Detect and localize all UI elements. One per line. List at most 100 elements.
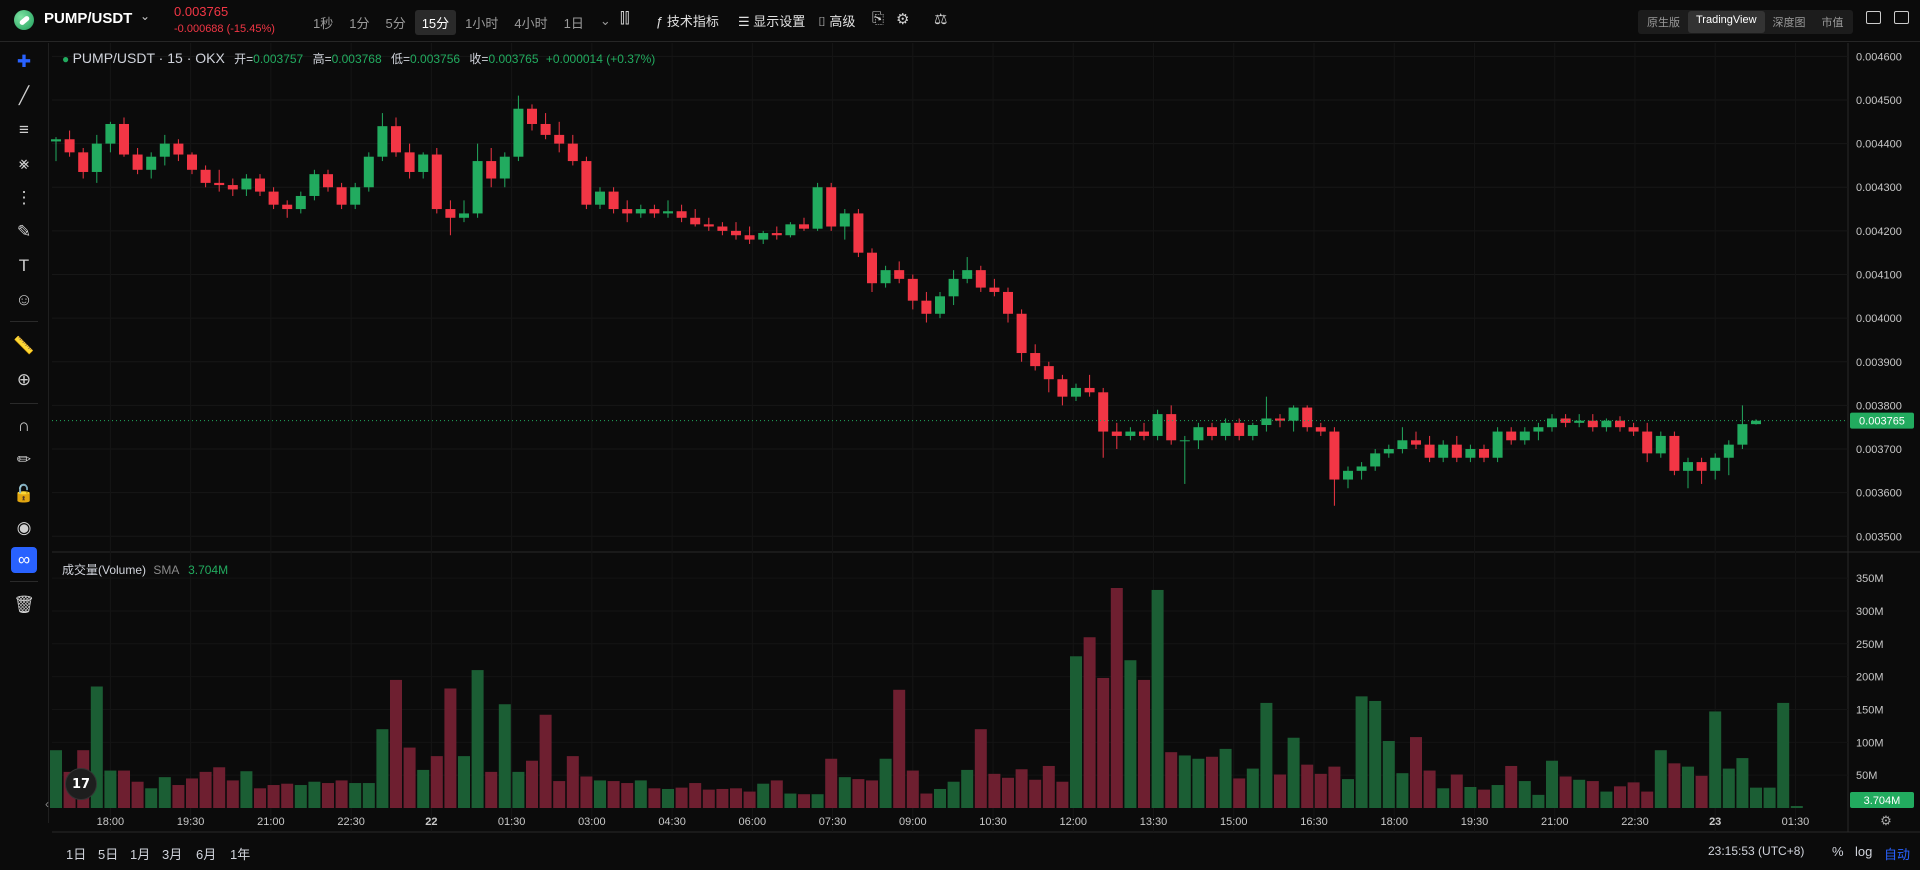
brush-icon[interactable]: ✎ <box>16 222 32 241</box>
candle-body <box>1247 425 1258 436</box>
crosshair-icon[interactable]: ✚ <box>16 52 32 71</box>
display-settings-button[interactable]: ☰ 显示设置 <box>738 14 806 29</box>
candle-body <box>1343 470 1353 480</box>
interval-more-chevron-icon[interactable]: ⌄ <box>599 13 611 28</box>
trend-line-icon[interactable]: ╱ <box>18 86 30 105</box>
volume-tick-label: 100M <box>1856 737 1884 749</box>
candle-body <box>1601 420 1612 428</box>
zoom-in-icon[interactable]: ⊕ <box>16 370 32 389</box>
chevron-down-icon[interactable]: ⌄ <box>140 9 151 23</box>
view-market-cap[interactable]: 市值 <box>1821 17 1844 29</box>
volume-bar <box>1546 760 1558 808</box>
lock-icon[interactable]: 🔓 <box>13 484 35 503</box>
pattern-icon[interactable]: ⨳ <box>18 154 30 173</box>
volume-bar <box>730 788 742 808</box>
gear-icon[interactable]: ⚙ <box>896 11 910 28</box>
pencil-lock-icon[interactable]: ✏ <box>16 450 32 469</box>
emoji-icon[interactable]: ☺ <box>15 290 33 309</box>
volume-bar <box>417 769 430 808</box>
advanced-button[interactable]: ⌷ 高级 <box>818 14 856 29</box>
candle-body <box>1288 407 1299 421</box>
candle-body <box>785 224 796 236</box>
candle-body <box>1737 424 1748 445</box>
volume-bar <box>390 679 402 808</box>
log-toggle[interactable]: log <box>1855 844 1873 859</box>
range-6m[interactable]: 6月 <box>196 847 217 862</box>
volume-bar <box>267 785 280 808</box>
volume-bar <box>1722 768 1735 808</box>
candle-body <box>1043 366 1054 380</box>
candle-body <box>1275 418 1285 421</box>
fib-lines-icon[interactable]: ≡ <box>19 120 29 139</box>
interval-5m[interactable]: 5分 <box>385 16 406 31</box>
volume-tick-label: 350M <box>1856 573 1884 585</box>
volume-bar <box>1042 765 1055 808</box>
text-icon[interactable]: T <box>18 256 30 275</box>
volume-bar <box>757 783 770 808</box>
magnet-icon[interactable]: ∩ <box>17 416 31 435</box>
candles <box>51 95 1761 506</box>
view-tradingview[interactable]: TradingView <box>1688 11 1765 33</box>
interval-1h[interactable]: 1小时 <box>465 16 499 31</box>
candle-body <box>826 187 837 227</box>
view-native[interactable]: 原生版 <box>1647 17 1680 29</box>
candle-body <box>431 154 442 210</box>
candle-body <box>1628 427 1639 432</box>
candle-body <box>1751 420 1761 425</box>
legend-low: 0.003756 <box>410 52 461 66</box>
time-tick-label: 19:30 <box>1461 816 1489 828</box>
current-volume-tag-label: 3.704M <box>1864 795 1901 807</box>
range-5d[interactable]: 5日 <box>98 847 119 862</box>
volume-bar <box>1342 779 1354 808</box>
candle-body <box>1574 420 1585 423</box>
candle-body <box>1683 462 1693 471</box>
view-depth[interactable]: 深度图 <box>1772 17 1806 29</box>
volume-bar <box>1396 773 1409 808</box>
volume-bar <box>852 779 865 808</box>
candle-body <box>187 154 197 170</box>
range-1y[interactable]: 1年 <box>230 847 251 862</box>
interval-4h[interactable]: 4小时 <box>514 16 548 31</box>
compare-icon[interactable]: ⚖ <box>934 11 948 28</box>
interval-15m[interactable]: 15分 <box>414 10 457 35</box>
list-icon: ☰ <box>738 14 754 29</box>
candle-body <box>1696 462 1707 471</box>
volume-bar <box>512 771 525 808</box>
layout-icon[interactable] <box>1866 11 1881 24</box>
candle-body <box>1139 431 1149 436</box>
axes: 0.004600 0.004500 0.004400 0.004300 0.004200… <box>45 51 1914 828</box>
range-3m[interactable]: 3月 <box>162 847 183 862</box>
ruler-icon[interactable]: 📏 <box>13 336 35 355</box>
percent-toggle[interactable]: % <box>1832 844 1844 859</box>
trash-icon[interactable]: 🗑 <box>13 595 35 614</box>
candle-body <box>1207 427 1217 436</box>
interval-1s[interactable]: 1秒 <box>313 16 334 31</box>
clock[interactable]: 23:15:53 (UTC+8) <box>1708 844 1805 858</box>
drawing-toolbar: ✚ ╱ ≡ ⨳ ⋮ ✎ T ☺ 📏 ⊕ ∩ ✏ 🔓 ◉ ∞ 🗑 <box>0 43 49 823</box>
indicators-button[interactable]: ƒ 技术指标 <box>656 14 719 29</box>
projection-icon[interactable]: ⋮ <box>15 188 33 207</box>
volume-bar <box>1328 766 1341 808</box>
link-icon[interactable]: ∞ <box>11 547 37 573</box>
volume-tick-label: 250M <box>1856 639 1884 651</box>
volume-bar <box>1709 711 1722 808</box>
pair-selector[interactable]: PUMP/USDT <box>44 10 133 27</box>
interval-1d[interactable]: 1日 <box>563 16 584 31</box>
snapshot-icon[interactable]: ⎘ <box>872 10 885 27</box>
eye-icon[interactable]: ◉ <box>16 518 32 537</box>
auto-toggle[interactable]: 自动 <box>1884 847 1911 862</box>
candle-type-icon[interactable]: ⫿⫿ <box>620 10 630 27</box>
range-1d[interactable]: 1日 <box>66 847 87 862</box>
volume-bar <box>866 780 878 808</box>
candle-body <box>1057 379 1068 397</box>
volume-bar <box>607 781 620 808</box>
volume-bar <box>566 756 579 808</box>
tradingview-logo[interactable]: 17 <box>65 768 97 800</box>
range-1m[interactable]: 1月 <box>130 847 151 862</box>
interval-1m[interactable]: 1分 <box>349 16 370 31</box>
volume-bar <box>1586 781 1599 808</box>
indicator-icon: ƒ <box>656 14 667 29</box>
fullscreen-icon[interactable] <box>1894 11 1909 24</box>
view-switcher: 原生版 TradingView 深度图 市值 <box>1638 10 1853 34</box>
